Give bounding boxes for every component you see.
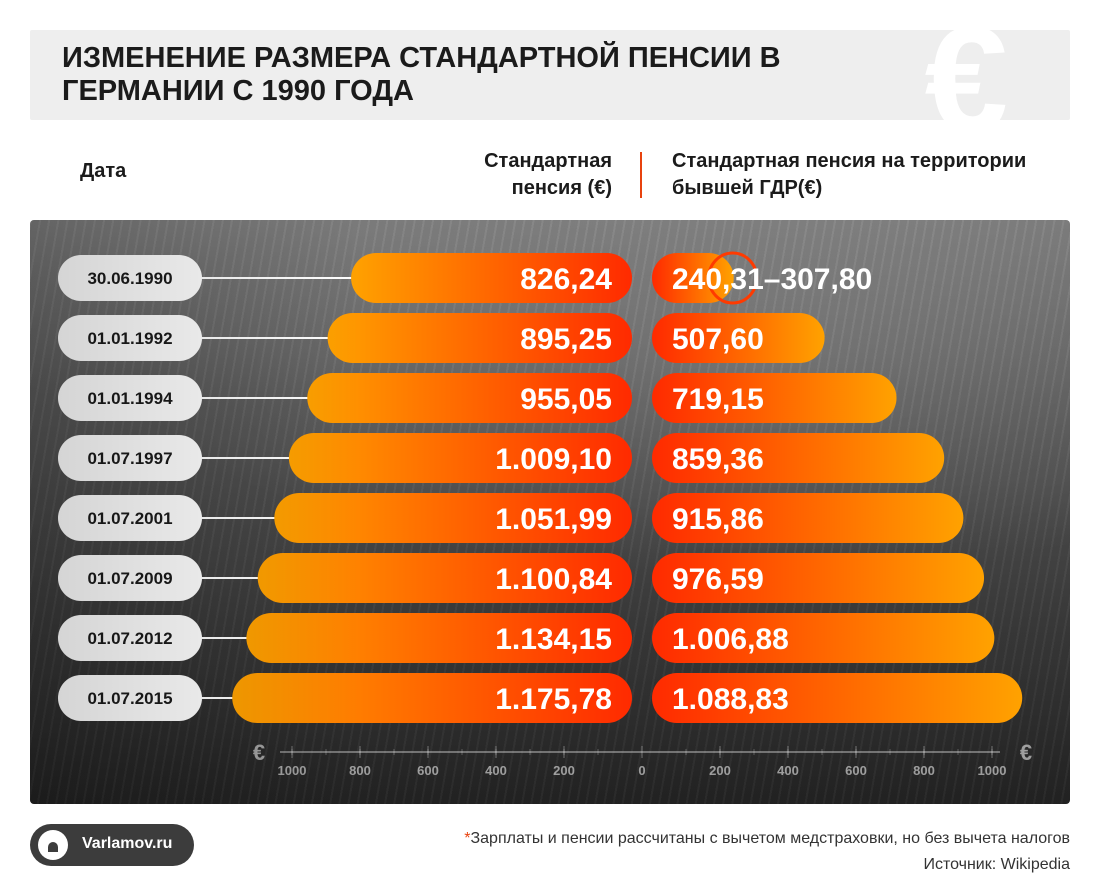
date-label: 01.07.1997 (87, 449, 172, 468)
header-gdr-pension: Стандартная пенсия на территории бывшей … (672, 150, 1027, 199)
date-label: 01.07.2015 (87, 689, 172, 708)
logo-text: Varlamov.ru (82, 835, 173, 852)
axis-tick-label: 600 (417, 763, 439, 778)
header-divider (640, 152, 642, 198)
date-pill (58, 495, 202, 541)
axis-tick-label: 800 (349, 763, 371, 778)
value-label-gdr: 915,86 (672, 503, 764, 536)
varlamov-logo[interactable]: Varlamov.ru (30, 824, 194, 866)
axis-tick-label: 400 (485, 763, 507, 778)
axis-tick-label: 400 (777, 763, 799, 778)
date-label: 30.06.1990 (87, 269, 172, 288)
footnote-source: Источник: Wikipedia (923, 856, 1070, 873)
axis-tick-label: 0 (638, 763, 645, 778)
axis-tick-label: 1000 (978, 763, 1007, 778)
value-label-standard: 1.175,78 (495, 683, 612, 716)
bar-standard (288, 433, 632, 483)
date-label: 01.01.1994 (87, 389, 173, 408)
bar-gdr (652, 433, 945, 483)
header-standard-pension: Стандартная пенсия (€) (484, 150, 612, 199)
value-label-gdr: 507,60 (672, 323, 764, 356)
logo-icon (38, 830, 68, 860)
axis-tick-label: 600 (845, 763, 867, 778)
page-title: Изменение размера стандартной пенсии в Г… (62, 42, 781, 107)
value-label-standard: 1.100,84 (495, 563, 612, 596)
value-label-standard: 895,25 (520, 323, 612, 356)
axis-tick-label: 800 (913, 763, 935, 778)
date-pill (58, 615, 202, 661)
axis-tick-label: 1000 (278, 763, 307, 778)
chart-row: 01.01.1994 955,05 719,15 (58, 373, 897, 423)
value-label-gdr: 859,36 (672, 443, 764, 476)
chart-row: 01.01.1992 895,25 507,60 (58, 313, 825, 363)
bar-standard (274, 493, 632, 543)
bar-gdr (652, 553, 985, 603)
chart-row: 01.07.1997 1.009,10 859,36 (58, 433, 945, 483)
value-label-gdr: 1.088,83 (672, 683, 789, 716)
footnote-text: Зарплаты и пенсии рассчитаны с вычетом м… (470, 830, 1070, 847)
date-pill (58, 375, 202, 421)
euro-icon: € (924, 30, 1008, 120)
bar-gdr (652, 373, 897, 423)
date-pill (58, 255, 202, 301)
date-label: 01.07.2009 (87, 569, 172, 588)
chart-row: 01.07.2009 1.100,84 976,59 (58, 553, 985, 603)
value-label-gdr: 240,31–307,80 (672, 263, 872, 296)
date-pill (58, 315, 202, 361)
axis-unit-left: € (253, 740, 265, 765)
axis-tick-label: 200 (553, 763, 575, 778)
value-label-standard: 1.134,15 (495, 623, 612, 656)
bar-standard (307, 373, 632, 423)
date-label: 01.07.2001 (87, 509, 172, 528)
title-banner: € Изменение размера стандартной пенсии в… (30, 30, 1070, 120)
value-label-standard: 1.051,99 (495, 503, 612, 536)
value-label-standard: 826,24 (520, 263, 612, 296)
chart-row: 30.06.1990 826,24 240,31–307,80 (58, 251, 872, 305)
value-label-standard: 1.009,10 (495, 443, 612, 476)
value-label-gdr: 1.006,88 (672, 623, 789, 656)
bar-gdr (652, 613, 995, 663)
bar-gdr (652, 673, 1023, 723)
footnote-note: *Зарплаты и пенсии рассчитаны с вычетом … (464, 826, 1070, 852)
date-label: 01.01.1992 (87, 329, 172, 348)
chart-row: 01.07.2015 1.175,78 1.088,83 (58, 673, 1023, 723)
chart-panel: 30.06.1990 826,24 240,31–307,80 01.01.1992 8… (30, 220, 1070, 804)
value-label-standard: 955,05 (520, 383, 612, 416)
axis-unit-right: € (1020, 740, 1032, 765)
bar-gdr (652, 313, 825, 363)
bar-standard (351, 253, 632, 303)
date-pill (58, 555, 202, 601)
bar-gdr-range (707, 251, 759, 305)
axis-tick-label: 200 (709, 763, 731, 778)
chart-row: 01.07.2012 1.134,15 1.006,88 (58, 613, 995, 663)
date-label: 01.07.2012 (87, 629, 172, 648)
bar-standard (327, 313, 632, 363)
pension-chart: 30.06.1990 826,24 240,31–307,80 01.01.1992 8… (58, 251, 1032, 778)
date-pill (58, 675, 202, 721)
header-date: Дата (80, 160, 127, 182)
footnote: *Зарплаты и пенсии рассчитаны с вычетом … (464, 826, 1070, 878)
value-label-gdr: 976,59 (672, 563, 764, 596)
footnote-star: * (464, 830, 471, 847)
bar-gdr (652, 493, 964, 543)
value-label-gdr: 719,15 (672, 383, 764, 416)
date-pill (58, 435, 202, 481)
chart-row: 01.07.2001 1.051,99 915,86 (58, 493, 964, 543)
